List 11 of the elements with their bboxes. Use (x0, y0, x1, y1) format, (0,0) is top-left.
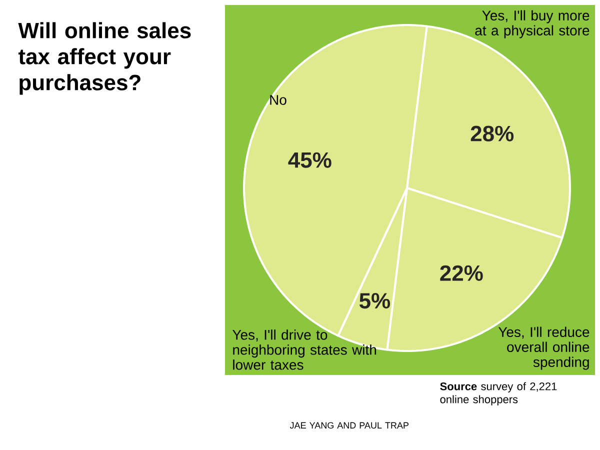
data-label: 28% (470, 126, 514, 142)
slice-label: Yes, I'll drive to neighboring states with lower taxes (232, 330, 376, 370)
text: JAE YANG AND PAUL TRAP (290, 422, 409, 429)
slice-label: No (270, 95, 286, 105)
text: Will online sales tax affect your purchases? (18, 22, 191, 95)
slice-label: Yes, I'll buy more at a physical store (475, 10, 590, 38)
data-label: 5% (359, 293, 390, 309)
data-label: 45% (288, 152, 332, 168)
slice-label: Yes, I'll reduce overall online spending (498, 326, 590, 370)
text: Source survey of 2,221 online shoppers (440, 382, 557, 406)
data-label: 22% (440, 265, 483, 281)
